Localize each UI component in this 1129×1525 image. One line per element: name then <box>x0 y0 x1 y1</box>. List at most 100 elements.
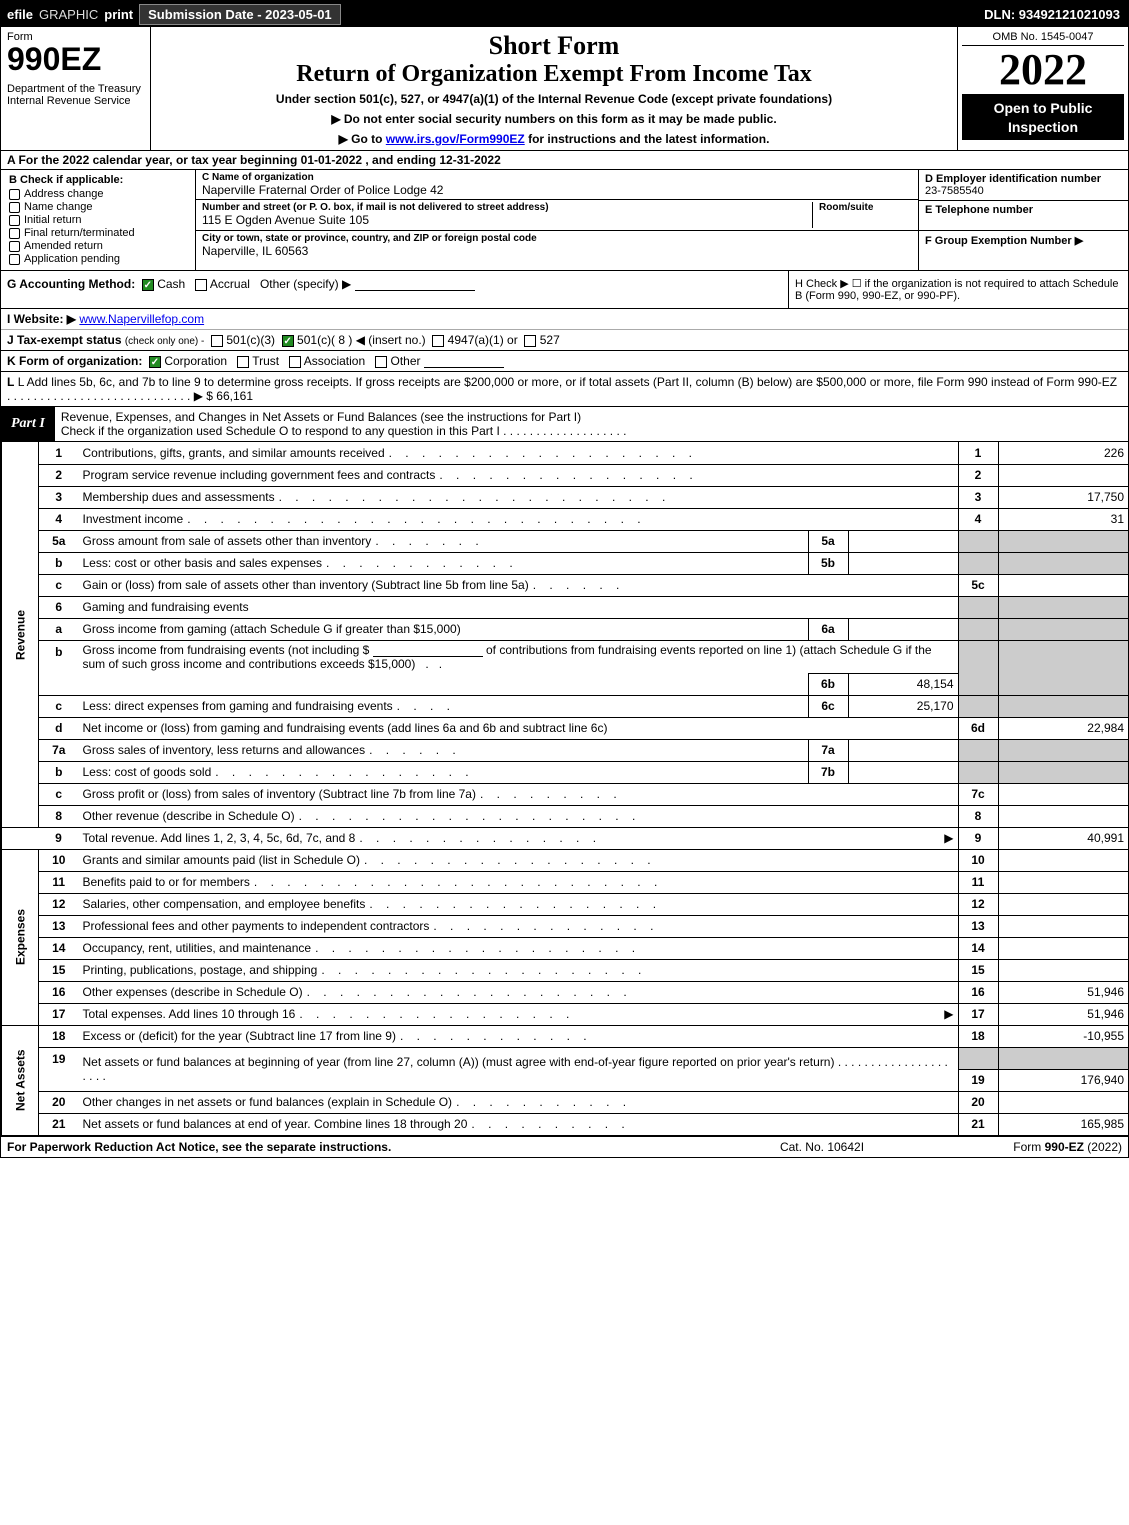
part-i-title: Revenue, Expenses, and Changes in Net As… <box>61 410 417 424</box>
row-num: c <box>39 695 79 717</box>
cb-trust[interactable] <box>237 356 249 368</box>
page-footer: For Paperwork Reduction Act Notice, see … <box>1 1135 1128 1157</box>
row-desc: Less: cost or other basis and sales expe… <box>83 556 322 570</box>
row-inner-val <box>848 618 958 640</box>
print-label[interactable]: print <box>104 7 133 22</box>
row-num: 21 <box>39 1113 79 1135</box>
table-row: d Net income or (loss) from gaming and f… <box>2 717 1129 739</box>
cb-501c[interactable] <box>282 335 294 347</box>
row-inner-num: 7a <box>808 739 848 761</box>
checkbox-icon <box>9 215 20 226</box>
cb-accrual[interactable] <box>195 279 207 291</box>
section-c-city: City or town, state or province, country… <box>196 231 918 270</box>
row-outer-num: 5c <box>958 574 998 596</box>
k-corp: Corporation <box>164 354 227 368</box>
cb-4947[interactable] <box>432 335 444 347</box>
row-num: 9 <box>39 827 79 849</box>
c-city-value: Naperville, IL 60563 <box>202 244 912 258</box>
cb-501c3[interactable] <box>211 335 223 347</box>
row-outer-num: 15 <box>958 959 998 981</box>
row-desc: Membership dues and assessments <box>83 490 275 504</box>
row-desc: Benefits paid to or for members <box>83 875 250 889</box>
c-room-label: Room/suite <box>819 202 912 213</box>
cb-application-pending[interactable]: Application pending <box>9 253 187 265</box>
other-input[interactable] <box>355 290 475 291</box>
row-inner-val <box>848 761 958 783</box>
row-outer-num <box>958 596 998 618</box>
part-i-tab: Part I <box>1 407 55 441</box>
row-outer-num <box>958 640 998 695</box>
k-other: Other <box>391 354 421 368</box>
cb-final-return[interactable]: Final return/terminated <box>9 227 187 239</box>
row-outer-val <box>998 1047 1128 1069</box>
row-outer-val <box>998 695 1128 717</box>
submission-date-button[interactable]: Submission Date - 2023-05-01 <box>139 4 341 25</box>
omb-number: OMB No. 1545-0047 <box>962 29 1124 46</box>
net-assets-side-label: Net Assets <box>2 1025 39 1135</box>
row-outer-val: 17,750 <box>998 486 1128 508</box>
row-outer-num: 14 <box>958 937 998 959</box>
row-desc: Occupancy, rent, utilities, and maintena… <box>83 941 312 955</box>
c-city-label: City or town, state or province, country… <box>202 233 912 244</box>
row-num: b <box>39 640 79 695</box>
d-label: D Employer identification number <box>925 173 1122 185</box>
row-inner-val <box>848 530 958 552</box>
row-outer-num <box>958 739 998 761</box>
cb-association[interactable] <box>289 356 301 368</box>
cb-name-change[interactable]: Name change <box>9 201 187 213</box>
k-trust: Trust <box>252 354 279 368</box>
cb-initial-return[interactable]: Initial return <box>9 214 187 226</box>
row-num: 1 <box>39 442 79 464</box>
j-sub: (check only one) - <box>125 336 204 347</box>
row-desc: Gross income from fundraising events (no… <box>83 643 370 657</box>
checkbox-icon <box>9 202 20 213</box>
table-row: b Less: cost of goods sold. . . . . . . … <box>2 761 1129 783</box>
row-desc: Total revenue. Add lines 1, 2, 3, 4, 5c,… <box>83 831 356 845</box>
section-i: I Website: ▶ www.Napervillefop.com <box>1 309 1128 330</box>
info-block: B Check if applicable: Address change Na… <box>1 170 1128 271</box>
row-num: 2 <box>39 464 79 486</box>
row-outer-val <box>998 596 1128 618</box>
row-desc: Gross profit or (loss) from sales of inv… <box>83 787 476 801</box>
row-desc: Total expenses. Add lines 10 through 16 <box>83 1007 296 1021</box>
row-desc: Gain or (loss) from sale of assets other… <box>83 578 529 592</box>
cb-corporation[interactable] <box>149 356 161 368</box>
row-outer-val <box>998 574 1128 596</box>
f-label: F Group Exemption Number ▶ <box>925 234 1122 247</box>
cb-amended-return[interactable]: Amended return <box>9 240 187 252</box>
k-label: K Form of organization: <box>7 354 142 368</box>
row-outer-num <box>958 695 998 717</box>
table-row: Expenses 10 Grants and similar amounts p… <box>2 849 1129 871</box>
row-outer-num <box>958 530 998 552</box>
instr2-pre: ▶ Go to <box>339 132 386 146</box>
e-label: E Telephone number <box>925 204 1122 216</box>
website-link[interactable]: www.Napervillefop.com <box>79 312 204 326</box>
cb-address-change[interactable]: Address change <box>9 188 187 200</box>
row-desc: Gross income from gaming (attach Schedul… <box>79 618 809 640</box>
section-gh: G Accounting Method: Cash Accrual Other … <box>1 271 1128 309</box>
table-row: 15 Printing, publications, postage, and … <box>2 959 1129 981</box>
row-desc: Net assets or fund balances at end of ye… <box>83 1117 468 1131</box>
row-outer-num: 12 <box>958 893 998 915</box>
row-desc: Contributions, gifts, grants, and simila… <box>83 446 385 460</box>
section-f: F Group Exemption Number ▶ <box>919 231 1128 270</box>
row-num: d <box>39 717 79 739</box>
row-num: a <box>39 618 79 640</box>
row-outer-val: 51,946 <box>998 981 1128 1003</box>
section-b: B Check if applicable: Address change Na… <box>1 170 196 270</box>
row-outer-num: 20 <box>958 1091 998 1113</box>
section-g: G Accounting Method: Cash Accrual Other … <box>1 271 788 308</box>
irs-link[interactable]: www.irs.gov/Form990EZ <box>386 132 525 146</box>
footer-right: Form 990-EZ (2022) <box>922 1140 1122 1154</box>
cb-cash[interactable] <box>142 279 154 291</box>
cb-other-org[interactable] <box>375 356 387 368</box>
cb-527[interactable] <box>524 335 536 347</box>
row-inner-num: 6a <box>808 618 848 640</box>
other-org-input[interactable] <box>424 367 504 368</box>
table-row: 2 Program service revenue including gove… <box>2 464 1129 486</box>
cash-label: Cash <box>157 277 185 291</box>
header-instruction-1: ▶ Do not enter social security numbers o… <box>159 112 949 126</box>
checkbox-icon <box>9 189 20 200</box>
row-inner-num: 6b <box>808 673 848 695</box>
part-i-title-sub: (see the instructions for Part I) <box>417 410 581 424</box>
